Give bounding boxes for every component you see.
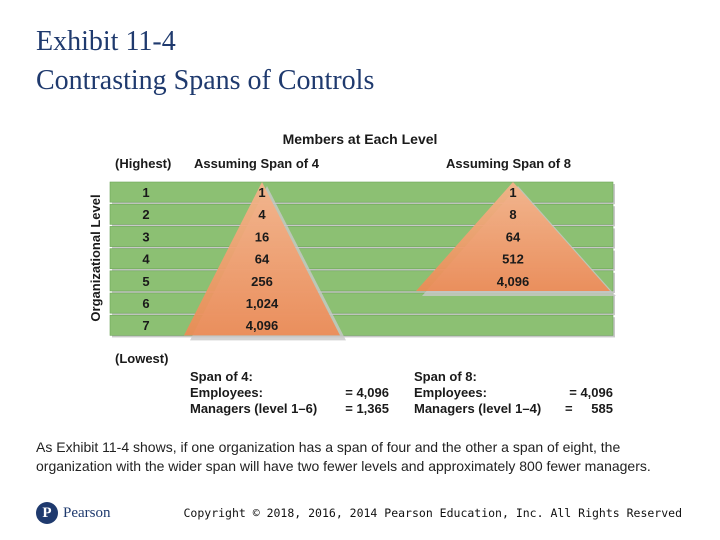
level-number: 2: [142, 207, 149, 222]
level-number: 7: [142, 318, 149, 333]
span4-member-count: 16: [255, 229, 269, 244]
span8-member-count: 1: [509, 185, 516, 200]
figure-heading: Members at Each Level: [283, 131, 438, 147]
span4-pyramid: [184, 182, 340, 336]
span4-employees-label: Employees:: [190, 385, 263, 400]
level-number: 4: [142, 252, 150, 267]
span4-member-count: 4: [258, 207, 266, 222]
span8-member-count: 64: [506, 229, 521, 244]
copyright-notice: Copyright © 2018, 2016, 2014 Pearson Edu…: [183, 506, 683, 520]
pyramids: [184, 182, 616, 341]
span4-employees-value: = 4,096: [345, 385, 389, 400]
span4-member-counts: 1 4 16 64 256 1,024 4,096: [246, 185, 279, 333]
span8-managers-label: Managers (level 1–4): [414, 401, 541, 416]
span4-managers-value: = 1,365: [345, 401, 389, 416]
span8-member-count: 4,096: [497, 274, 530, 289]
lowest-label: (Lowest): [115, 351, 168, 366]
span8-pyramid: [416, 182, 610, 291]
span-of-control-diagram: 1 2 3 4 5 6 7 1 4 16 64 256 1,024 4,096 1 8 64 512 4,096…: [88, 131, 616, 416]
span8-managers-value: 585: [591, 401, 613, 416]
span8-member-count: 8: [509, 207, 516, 222]
span4-member-count: 4,096: [246, 318, 279, 333]
level-band: [109, 181, 614, 203]
pearson-logo: P Pearson: [36, 502, 111, 524]
span4-managers-label: Managers (level 1–6): [190, 401, 317, 416]
level-band: [109, 292, 614, 314]
level-number: 6: [142, 296, 149, 311]
span8-employees-value: = 4,096: [569, 385, 613, 400]
span4-member-count: 256: [251, 274, 273, 289]
pearson-logo-text: Pearson: [63, 504, 111, 521]
span4-summary-title: Span of 4:: [190, 369, 253, 384]
span4-header: Assuming Span of 4: [194, 156, 320, 171]
highest-label: (Highest): [115, 156, 171, 171]
level-numbers: 1 2 3 4 5 6 7: [142, 185, 150, 333]
span4-summary: Span of 4: Employees: = 4,096 Managers (…: [190, 369, 389, 416]
span8-managers-eq: =: [565, 401, 573, 416]
caption: As Exhibit 11-4 shows, if one organizati…: [36, 439, 651, 474]
axis-label: Organizational Level: [88, 194, 103, 321]
title-line-1: Exhibit 11-4: [36, 26, 176, 57]
level-band: [109, 314, 614, 336]
span8-summary-title: Span of 8:: [414, 369, 477, 384]
span8-member-counts: 1 8 64 512 4,096: [497, 185, 530, 289]
span4-member-count: 1,024: [246, 296, 279, 311]
slide-title: Exhibit 11-4 Contrasting Spans of Contro…: [36, 22, 374, 100]
pearson-logo-icon: P: [36, 502, 58, 524]
span8-header: Assuming Span of 8: [446, 156, 571, 171]
level-number: 3: [142, 229, 149, 244]
level-number: 1: [142, 185, 149, 200]
span8-member-count: 512: [502, 252, 524, 267]
span8-employees-label: Employees:: [414, 385, 487, 400]
span8-summary: Span of 8: Employees: = 4,096 Managers (…: [414, 369, 613, 416]
span4-member-count: 64: [255, 252, 270, 267]
level-number: 5: [142, 274, 149, 289]
title-line-2: Contrasting Spans of Controls: [36, 65, 375, 96]
span4-member-count: 1: [258, 185, 265, 200]
